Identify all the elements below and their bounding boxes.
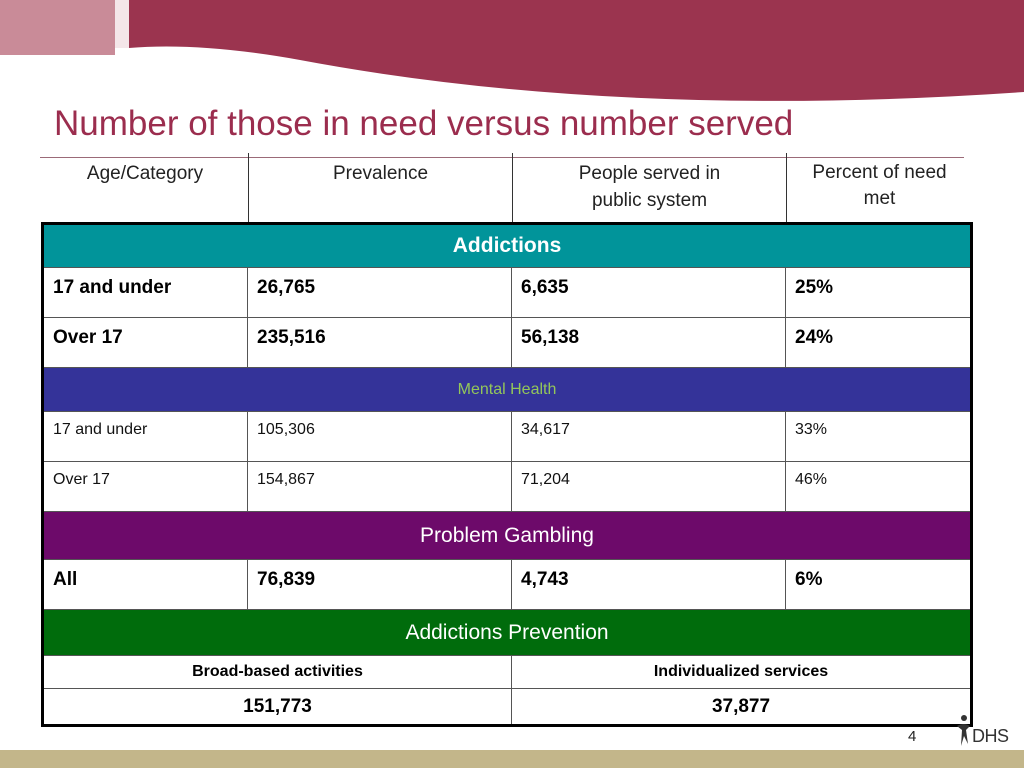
header-people-served-line1: People served in	[578, 163, 721, 184]
cell-served: 71,204	[511, 461, 786, 512]
section-header-row: Mental Health	[42, 367, 972, 412]
prevention-broad-label: Broad-based activities	[42, 655, 512, 689]
cell-percent: 46%	[785, 461, 972, 512]
cell-prevalence: 235,516	[247, 317, 512, 368]
top-banner	[0, 0, 1024, 101]
header-people-served-line2: public system	[591, 190, 708, 211]
cell-category: All	[42, 559, 248, 610]
header-age-category: Age/Category	[42, 153, 248, 223]
dhs-logo-text: DHS	[972, 726, 1009, 746]
cell-category: 17 and under	[42, 411, 248, 462]
cell-prevalence: 26,765	[247, 267, 512, 318]
cell-percent: 33%	[785, 411, 972, 462]
page-number: 4	[908, 728, 917, 745]
header-percent-met: Percent of need met	[786, 153, 972, 223]
header-prevalence: Prevalence	[248, 153, 512, 223]
footer-band	[0, 750, 1024, 768]
prevention-individual-label: Individualized services	[511, 655, 972, 689]
header-people-served: People served in public system	[512, 153, 786, 223]
cell-percent: 25%	[785, 267, 972, 318]
section-addictions: Addictions	[42, 223, 972, 268]
cell-category: 17 and under	[42, 267, 248, 318]
header-percent-met-line1: Percent of need	[812, 162, 947, 183]
section-header-row: Addictions	[42, 223, 972, 268]
table-row: Over 17 154,867 71,204 46%	[42, 461, 972, 512]
table-row: 17 and under 105,306 34,617 33%	[42, 411, 972, 462]
cell-percent: 6%	[785, 559, 972, 610]
section-addictions-prevention: Addictions Prevention	[42, 609, 972, 656]
table-row: Over 17 235,516 56,138 24%	[42, 317, 972, 368]
column-headers: Age/Category Prevalence People served in…	[42, 153, 972, 223]
table-row: 17 and under 26,765 6,635 25%	[42, 267, 972, 318]
cell-prevalence: 105,306	[247, 411, 512, 462]
cell-served: 6,635	[511, 267, 786, 318]
section-header-row: Addictions Prevention	[42, 609, 972, 656]
section-header-row: Problem Gambling	[42, 511, 972, 560]
cell-served: 34,617	[511, 411, 786, 462]
header-percent-met-line2: met	[863, 188, 896, 209]
header-age-category-label: Age/Category	[86, 163, 204, 184]
prevention-individual-value: 37,877	[511, 688, 972, 726]
prevention-broad-value: 151,773	[42, 688, 512, 726]
cell-percent: 24%	[785, 317, 972, 368]
prevention-value-row: 151,773 37,877	[42, 688, 972, 726]
title-divider	[40, 157, 964, 158]
cell-prevalence: 154,867	[247, 461, 512, 512]
cell-category: Over 17	[42, 317, 248, 368]
cell-category: Over 17	[42, 461, 248, 512]
section-mental-health: Mental Health	[42, 367, 972, 412]
header-prevalence-label: Prevalence	[332, 163, 429, 184]
prevention-header-row: Broad-based activities Individualized se…	[42, 655, 972, 689]
cell-served: 4,743	[511, 559, 786, 610]
dhs-logo-icon	[957, 715, 970, 746]
cell-served: 56,138	[511, 317, 786, 368]
needs-table: Addictions 17 and under 26,765 6,635 25%…	[41, 222, 973, 727]
page-title: Number of those in need versus number se…	[54, 104, 794, 143]
section-problem-gambling: Problem Gambling	[42, 511, 972, 560]
cell-prevalence: 76,839	[247, 559, 512, 610]
table-row: All 76,839 4,743 6%	[42, 559, 972, 610]
